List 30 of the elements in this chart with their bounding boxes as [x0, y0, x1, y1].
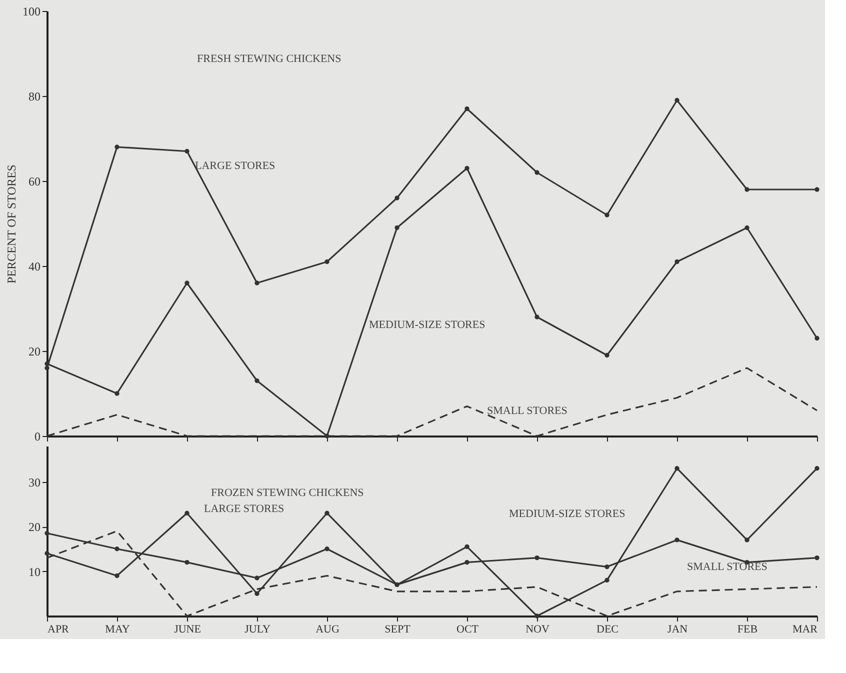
annotation: LARGE STORES — [195, 160, 276, 172]
x-tick-label: SEPT — [384, 624, 411, 636]
x-tick-label: AUG — [316, 624, 340, 636]
x-tick-label: OCT — [456, 624, 479, 636]
y-tick-label: 10 — [28, 564, 40, 579]
y-tick-label: 100 — [22, 4, 40, 18]
annotation: LARGE STORES — [204, 503, 284, 515]
x-tick-label: JUNE — [174, 624, 202, 636]
y-tick-label: 40 — [28, 260, 40, 274]
x-tick-label: NOV — [526, 624, 550, 636]
x-tick-label: MAR — [792, 624, 818, 636]
annotation: SMALL STORES — [687, 561, 768, 573]
y-tick-label: 0 — [34, 430, 40, 444]
y-tick-label: 20 — [28, 520, 40, 534]
y-tick-label: 80 — [28, 90, 40, 104]
x-tick-label: APR — [48, 624, 70, 636]
x-tick-label: FEB — [737, 624, 758, 636]
annotation: MEDIUM-SIZE STORES — [369, 319, 486, 331]
annotation: SMALL STORES — [487, 405, 568, 417]
x-tick-label: MAY — [105, 624, 130, 636]
annotation: MEDIUM-SIZE STORES — [509, 508, 626, 520]
x-tick-label: DEC — [596, 624, 618, 636]
y-axis-title: PERCENT OF STORES — [4, 164, 18, 284]
text: FROZEN STEWING CHICKENS — [211, 487, 364, 499]
y-tick-label: 30 — [28, 475, 40, 490]
text: FRESH STEWING CHICKENS — [197, 53, 342, 65]
y-tick-label: 60 — [28, 174, 40, 188]
x-tick-label: JULY — [244, 624, 270, 636]
y-tick-label: 20 — [28, 344, 40, 358]
x-tick-label: JAN — [667, 624, 688, 636]
